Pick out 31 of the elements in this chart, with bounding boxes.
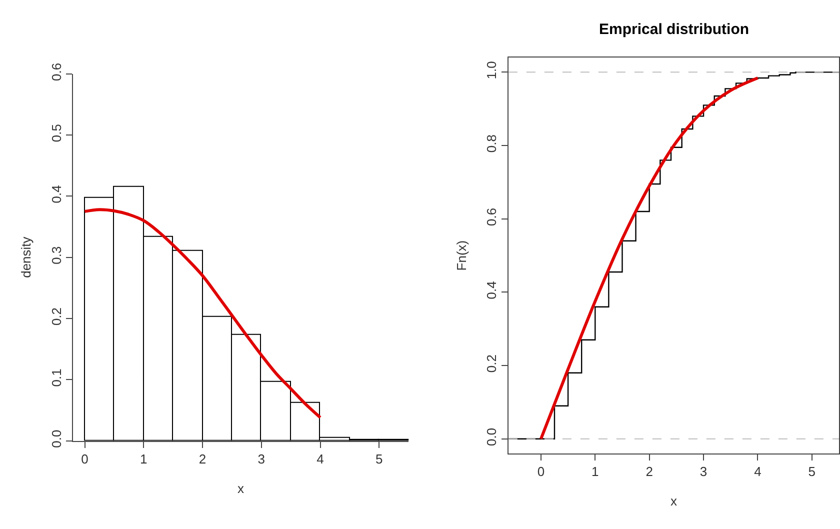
x-tick-label: 2 [198,451,206,466]
y-tick-label: 0.2 [484,354,500,373]
y-tick-label: 0.6 [484,208,500,226]
x-axis-title: x [238,480,245,496]
x-tick-label: 1 [592,464,599,480]
y-tick-label: 0.1 [48,368,64,387]
y-tick-label: 0.4 [484,281,500,300]
line-series [539,76,760,440]
x-axis-title: x [670,494,678,509]
y-axis-title: density [18,236,34,278]
y-tick-label: 0.6 [48,62,64,81]
y-tick-label: 0.4 [48,185,64,204]
y-tick-label: 0.2 [48,307,64,326]
x-tick-label: 5 [808,464,816,480]
y-tick-label: 0.5 [48,124,64,142]
y-tick-label: 0.8 [484,134,500,153]
x-tick-label: 2 [646,464,653,480]
y-axis-title: Fn(x) [454,240,470,271]
x-tick-label: 4 [754,464,762,480]
x-tick-label: 3 [258,451,266,466]
y-tick-label: 1.0 [484,61,500,80]
x-tick-label: 5 [376,451,383,466]
y-tick-label: 0.0 [48,430,64,448]
x-tick-label: 4 [316,451,324,466]
x-tick-label: 3 [700,464,708,480]
chart-title: Emprical distribution [599,21,750,38]
x-tick-label: 0 [81,451,88,466]
y-tick-label: 0.3 [48,246,64,264]
x-tick-label: 0 [537,464,545,480]
x-tick-label: 1 [140,451,148,466]
y-tick-label: 0.0 [484,428,500,446]
